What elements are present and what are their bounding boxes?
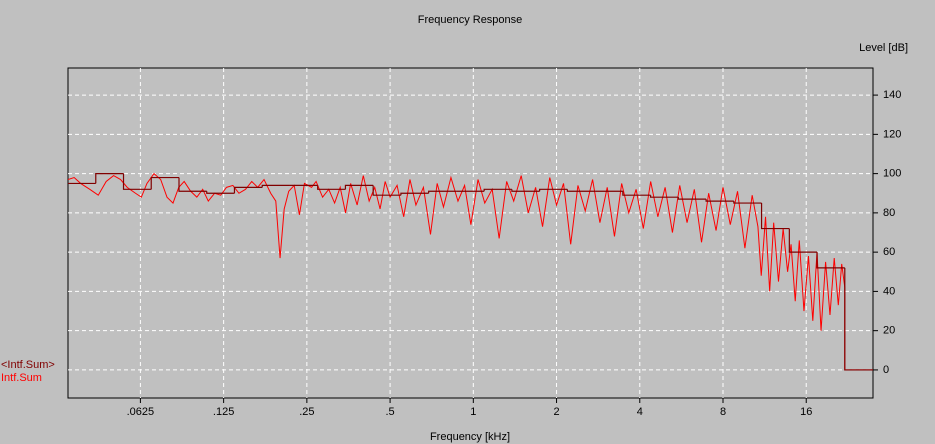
step-segment (344, 184, 374, 190)
x-tick-label: .125 (213, 406, 234, 418)
y-tick-label: 120 (883, 128, 901, 140)
step-segment (428, 190, 457, 194)
y-axis-label: Level [dB] (859, 42, 908, 54)
step-segment (178, 177, 207, 192)
step-segment (122, 173, 152, 190)
y-tick-label: 80 (883, 207, 895, 219)
y-tick-label: 140 (883, 89, 901, 101)
step-segment (788, 228, 818, 253)
x-tick-label: 4 (637, 406, 643, 418)
series-line (68, 172, 873, 371)
step-segment (95, 173, 124, 184)
x-tick-label: 8 (720, 406, 726, 418)
legend-entry: Intf.Sum (1, 372, 42, 384)
step-segment (511, 189, 540, 192)
step-segment (539, 188, 568, 192)
chart-title: Frequency Response (418, 14, 523, 26)
step-segment (233, 186, 263, 194)
step-segment (372, 185, 401, 196)
step-segment (206, 191, 235, 194)
y-tick-label: 0 (883, 364, 889, 376)
y-tick-label: 40 (883, 285, 895, 297)
x-tick-label: 1 (470, 406, 476, 418)
plot-area (67, 67, 874, 399)
step-segment (400, 192, 429, 196)
y-tick-label: 60 (883, 246, 895, 258)
y-tick-label: 20 (883, 325, 895, 337)
step-segment (566, 189, 596, 192)
x-tick-label: .5 (385, 406, 394, 418)
legend-entry: <Intf.Sum> (1, 359, 55, 371)
x-tick-label: .25 (299, 406, 314, 418)
x-tick-label: 2 (553, 406, 559, 418)
step-segment (650, 195, 679, 198)
x-tick-label: 16 (800, 406, 812, 418)
grid (68, 68, 873, 398)
step-segment (816, 252, 845, 269)
step-segment (733, 201, 762, 204)
step-segment (760, 203, 790, 230)
step-segment (483, 188, 512, 192)
step-segment (844, 267, 873, 371)
step-segment (261, 184, 290, 188)
y-tick-label: 100 (883, 168, 901, 180)
step-segment (150, 176, 180, 190)
x-tick-label: .0625 (127, 406, 155, 418)
step-segment (622, 191, 651, 196)
marks (68, 172, 873, 371)
step-segment (317, 185, 346, 190)
x-axis-label: Frequency [kHz] (430, 431, 510, 443)
step-segment (677, 197, 707, 200)
step-segment (705, 199, 734, 202)
